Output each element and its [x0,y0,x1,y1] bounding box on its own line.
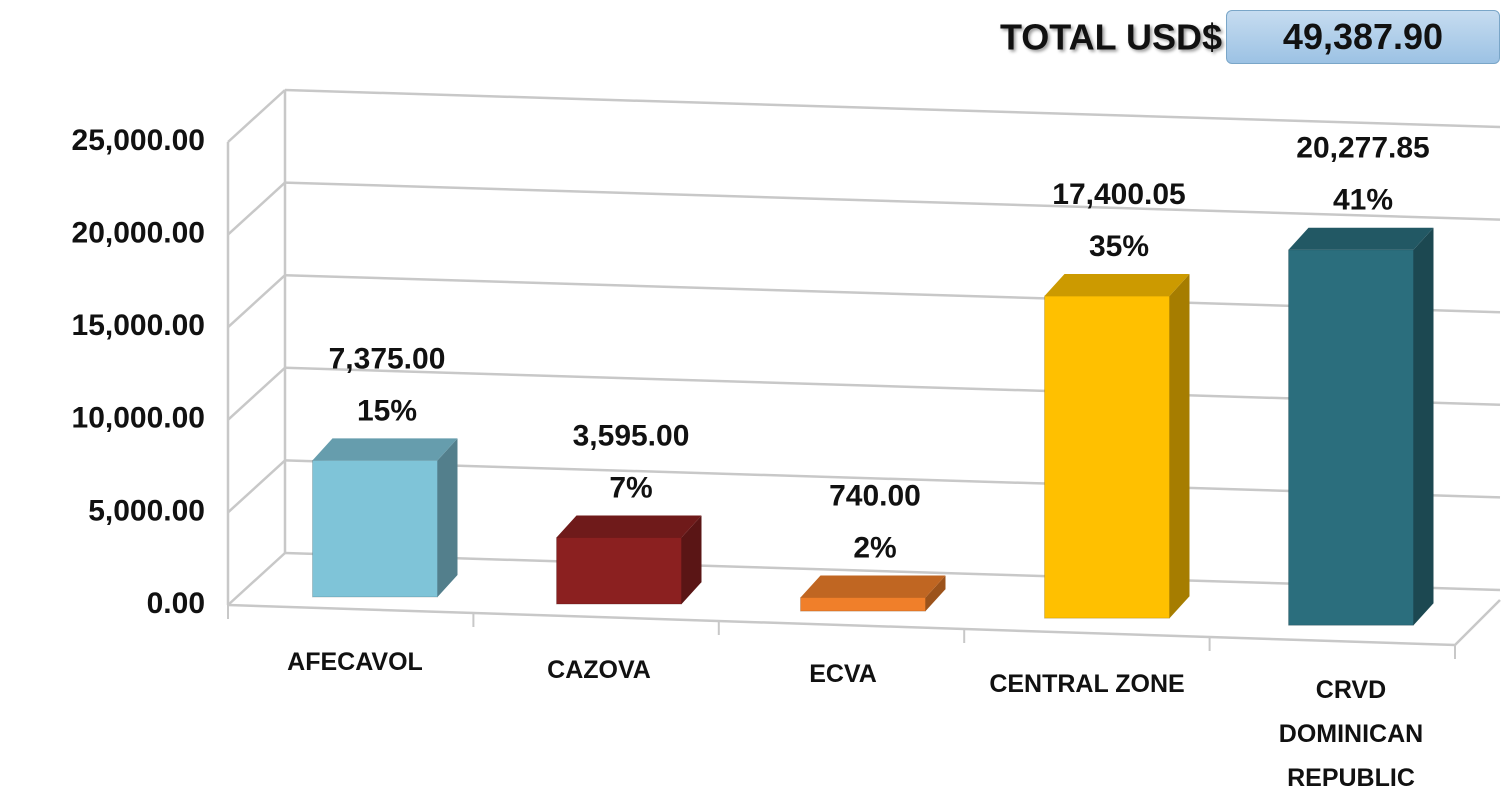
y-tick-label: 25,000.00 [72,124,205,157]
bar-top [1044,273,1190,296]
value-label: 740.00 [829,479,921,512]
total-label: TOTAL USD$ [1000,17,1222,58]
bar-top [556,515,702,538]
y-tick-label: 5,000.00 [88,494,205,527]
bar-side [1413,227,1434,626]
y-tick-label: 15,000.00 [72,309,205,342]
x-tick-label: AFECAVOL [287,648,423,676]
grid-line [227,181,286,236]
bar-side [437,438,458,597]
x-tick-label: CENTRAL ZONE [989,670,1185,698]
grid-line [227,459,286,514]
bar-front [1288,249,1414,626]
x-tick-label: CAZOVA [547,656,651,684]
bar-front [556,536,682,605]
y-tick-label: 0.00 [147,587,205,620]
bar-side [1169,273,1190,619]
grid-line [284,181,1501,221]
grid-line [227,552,286,606]
bar-top [800,575,946,598]
share-label: 35% [1089,230,1149,263]
share-label: 15% [357,394,417,427]
value-label: 3,595.00 [573,419,690,452]
grid-line [227,366,286,421]
total-value: 49,387.90 [1226,10,1500,64]
value-label: 7,375.00 [329,342,446,375]
share-label: 41% [1333,184,1393,217]
value-label: 17,400.05 [1052,178,1185,211]
bar-front [800,596,926,612]
bar-top [1288,227,1434,250]
x-tick-label: CRVD DOMINICAN REPUBLIC [1278,676,1424,792]
grid-line [284,88,1501,129]
grid-line [227,274,286,329]
bar-front [1044,295,1170,619]
share-label: 7% [609,471,652,504]
y-tick-label: 10,000.00 [72,402,205,435]
y-tick-label: 20,000.00 [72,217,205,250]
bar-top [312,438,458,461]
grid-line [227,89,286,143]
share-label: 2% [853,531,896,564]
bar-side [681,515,702,605]
bar-front [312,459,438,598]
value-label: 20,277.85 [1296,132,1429,165]
bar-side [925,575,946,612]
x-tick-label: ECVA [809,660,877,688]
